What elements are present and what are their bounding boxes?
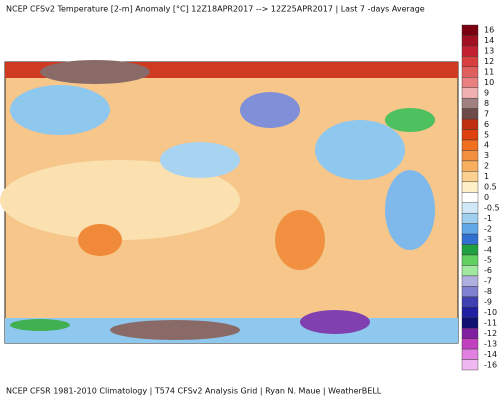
colorbar-label: -13 — [484, 339, 497, 348]
anomaly-patch — [110, 320, 240, 340]
color-swatch — [461, 286, 479, 298]
color-swatch — [461, 212, 479, 224]
colorbar-label: 6 — [484, 120, 489, 129]
colorbar-label: 16 — [484, 26, 494, 35]
colorbar-label: 5 — [484, 130, 489, 139]
colorbar-label: -8 — [484, 287, 492, 296]
color-swatch — [461, 118, 479, 130]
colorbar-label: 2 — [484, 162, 489, 171]
colorbar-label: 10 — [484, 78, 494, 87]
color-swatch — [461, 244, 479, 256]
color-swatch — [461, 87, 479, 99]
color-swatch — [461, 348, 479, 360]
colorbar-label: -5 — [484, 256, 492, 265]
colorbar-label: -7 — [484, 277, 492, 286]
color-swatch — [461, 66, 479, 78]
color-swatch — [461, 35, 479, 47]
anomaly-patch — [275, 210, 325, 270]
colorbar-label: 0 — [484, 193, 489, 202]
colorbar-label: 8 — [484, 99, 489, 108]
color-swatch — [461, 296, 479, 308]
colorbar-label: 14 — [484, 36, 494, 45]
color-swatch — [461, 233, 479, 245]
colorbar-label: -9 — [484, 298, 492, 307]
color-swatch — [461, 192, 479, 203]
colorbar-label: -11 — [484, 318, 497, 327]
colorbar-label: 0.5 — [484, 183, 497, 192]
color-swatch — [461, 338, 479, 350]
color-swatch — [461, 97, 479, 109]
colorbar-label: -10 — [484, 308, 497, 317]
color-swatch — [461, 160, 479, 172]
anomaly-patch — [385, 170, 435, 250]
color-swatch — [461, 327, 479, 339]
color-swatch — [461, 317, 479, 329]
color-swatch — [461, 359, 479, 371]
anomaly-patch — [10, 85, 110, 135]
colorbar-label: -1 — [484, 214, 492, 223]
map-title: NCEP CFSv2 Temperature [2-m] Anomaly [°C… — [6, 5, 425, 14]
anomaly-patch — [40, 60, 150, 84]
color-swatch — [461, 24, 479, 36]
colorbar-label: -3 — [484, 235, 492, 244]
color-swatch — [461, 275, 479, 287]
colorbar-label: 1 — [484, 172, 489, 181]
color-swatch — [461, 265, 479, 277]
anomaly-patch — [10, 319, 70, 331]
anomaly-patch — [385, 108, 435, 132]
anomaly-patch — [78, 224, 122, 256]
colorbar-label: 4 — [484, 141, 489, 150]
colorbar-label: 11 — [484, 68, 494, 77]
colorbar-label: 7 — [484, 109, 489, 118]
colorbar-label: -2 — [484, 224, 492, 233]
colorbar-label: -6 — [484, 266, 492, 275]
color-swatch — [461, 254, 479, 266]
anomaly-patch — [160, 142, 240, 178]
colorbar-label: 13 — [484, 47, 494, 56]
color-swatch — [461, 56, 479, 68]
color-swatch — [461, 307, 479, 318]
color-swatch — [461, 77, 479, 88]
anomaly-patch — [240, 92, 300, 128]
map-footer: NCEP CFSR 1981-2010 Climatology | T574 C… — [6, 387, 382, 396]
anomaly-patch — [315, 120, 405, 180]
anomaly-patch — [300, 310, 370, 334]
colorbar-label: -4 — [484, 245, 492, 254]
colorbar-label: 12 — [484, 57, 494, 66]
color-swatch — [461, 108, 479, 120]
color-swatch — [461, 150, 479, 162]
colorbar: 1614131211109876543210.50-0.5-1-2-3-4-5-… — [461, 24, 500, 371]
color-swatch — [461, 129, 479, 141]
color-swatch — [461, 223, 479, 235]
colorbar-label: -12 — [484, 329, 497, 338]
map — [0, 60, 459, 344]
colorbar-label: -14 — [484, 350, 497, 359]
color-swatch — [461, 171, 479, 183]
color-swatch — [461, 45, 479, 57]
color-swatch — [461, 139, 479, 151]
colorbar-label: -0.5 — [484, 203, 500, 212]
colorbar-label: -16 — [484, 360, 497, 369]
colorbar-label: 9 — [484, 88, 489, 97]
color-swatch — [461, 202, 479, 214]
anomaly-patch — [0, 160, 240, 240]
color-swatch — [461, 181, 479, 193]
colorbar-label: 3 — [484, 151, 489, 160]
